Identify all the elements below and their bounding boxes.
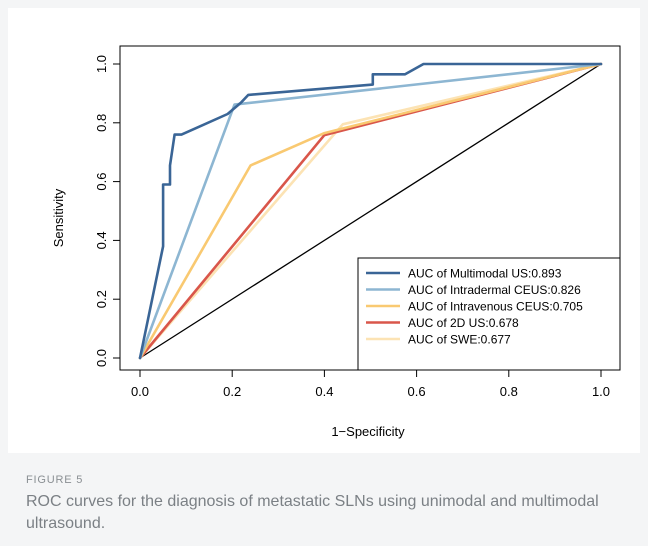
y-axis-title: Sensitivity — [51, 188, 66, 247]
plot-area: 0.0 0.2 0.4 0.6 0.8 1.0 0.0 0.2 0.4 0.6 0.8 1.0 AUC … — [94, 46, 620, 399]
figure-label: FIGURE 5 — [26, 474, 83, 486]
x-tick-label: 0.4 — [315, 384, 333, 399]
legend-label-1: AUC of Multimodal US:0.893 — [408, 267, 562, 281]
y-tick-label: 0.2 — [94, 290, 109, 308]
legend-label-5: AUC of SWE:0.677 — [408, 333, 511, 347]
y-tick-label: 0.6 — [94, 173, 109, 191]
legend-label-2: AUC of Intradermal CEUS:0.826 — [408, 283, 581, 297]
x-tick-label: 0.0 — [131, 384, 149, 399]
x-axis-title: 1−Specificity — [331, 424, 405, 439]
x-tick-label: 0.6 — [408, 384, 426, 399]
y-tick-label: 0.0 — [94, 349, 109, 367]
roc-chart-svg: 0.0 0.2 0.4 0.6 0.8 1.0 0.0 0.2 0.4 0.6 0.8 1.0 AUC … — [8, 8, 640, 453]
roc-chart: 0.0 0.2 0.4 0.6 0.8 1.0 0.0 0.2 0.4 0.6 0.8 1.0 AUC … — [8, 8, 640, 453]
x-tick-label: 0.8 — [500, 384, 518, 399]
y-tick-label: 1.0 — [94, 55, 109, 73]
legend-label-3: AUC of Intravenous CEUS:0.705 — [408, 300, 583, 314]
y-tick-label: 0.8 — [94, 114, 109, 132]
x-tick-label: 0.2 — [223, 384, 241, 399]
legend-label-4: AUC of 2D US:0.678 — [408, 316, 519, 330]
x-tick-label: 1.0 — [592, 384, 610, 399]
y-tick-label: 0.4 — [94, 231, 109, 249]
figure-caption: ROC curves for the diagnosis of metastat… — [26, 491, 616, 535]
